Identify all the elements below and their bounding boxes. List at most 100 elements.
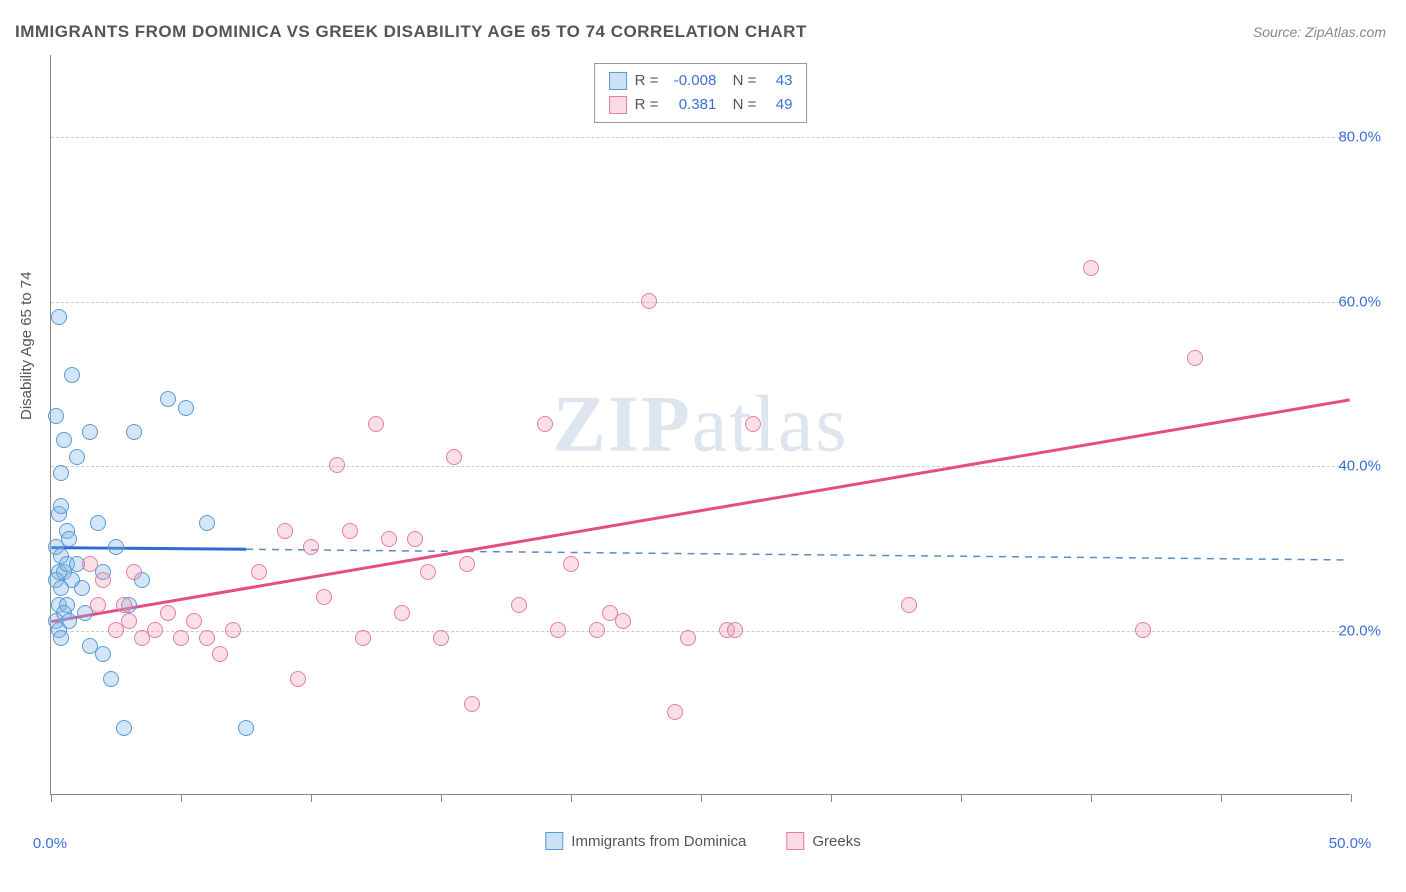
data-point [464,696,480,712]
x-tick [701,794,702,802]
data-point [368,416,384,432]
data-point [1135,622,1151,638]
grid-line [51,137,1350,138]
grid-line [51,631,1350,632]
data-point [1083,260,1099,276]
data-point [433,630,449,646]
data-point [90,597,106,613]
data-point [53,465,69,481]
data-point [316,589,332,605]
grid-line [51,466,1350,467]
n-label: N = [724,69,756,93]
data-point [550,622,566,638]
swatch-blue [545,832,563,850]
legend-row-pink: R = 0.381 N = 49 [609,93,793,117]
data-point [186,613,202,629]
data-point [537,416,553,432]
swatch-blue [609,72,627,90]
y-tick-label: 20.0% [1338,622,1381,639]
y-tick-label: 80.0% [1338,129,1381,146]
data-point [160,605,176,621]
data-point [64,367,80,383]
data-point [615,613,631,629]
data-point [563,556,579,572]
correlation-legend: R = -0.008 N = 43 R = 0.381 N = 49 [594,63,808,123]
x-tick [311,794,312,802]
data-point [121,613,137,629]
swatch-pink [609,96,627,114]
legend-row-blue: R = -0.008 N = 43 [609,69,793,93]
data-point [95,572,111,588]
data-point [116,597,132,613]
y-tick-label: 60.0% [1338,293,1381,310]
data-point [355,630,371,646]
data-point [381,531,397,547]
r-value-blue: -0.008 [666,69,716,93]
r-value-pink: 0.381 [666,93,716,117]
x-tick-label: 0.0% [33,835,67,852]
data-point [82,424,98,440]
data-point [116,720,132,736]
x-tick [1221,794,1222,802]
series-legend: Immigrants from Dominica Greeks [545,832,860,850]
data-point [745,416,761,432]
x-tick [51,794,52,802]
data-point [103,671,119,687]
data-point [511,597,527,613]
data-point [290,671,306,687]
data-point [82,556,98,572]
data-point [178,400,194,416]
data-point [51,309,67,325]
x-tick [441,794,442,802]
grid-line [51,302,1350,303]
data-point [74,580,90,596]
n-value-pink: 49 [764,93,792,117]
data-point [251,564,267,580]
data-point [329,457,345,473]
r-label: R = [635,69,659,93]
data-point [277,523,293,539]
swatch-pink [786,832,804,850]
data-point [446,449,462,465]
x-tick [181,794,182,802]
x-tick [831,794,832,802]
data-point [108,539,124,555]
y-tick-label: 40.0% [1338,458,1381,475]
data-point [69,449,85,465]
legend-label-pink: Greeks [812,833,860,850]
data-point [1187,350,1203,366]
source-attribution: Source: ZipAtlas.com [1253,24,1386,40]
data-point [727,622,743,638]
data-point [173,630,189,646]
data-point [680,630,696,646]
legend-item-pink: Greeks [786,832,860,850]
x-tick [1351,794,1352,802]
data-point [56,432,72,448]
data-point [407,531,423,547]
data-point [420,564,436,580]
data-point [459,556,475,572]
data-point [199,630,215,646]
data-point [667,704,683,720]
data-point [238,720,254,736]
data-point [589,622,605,638]
plot-area: ZIPatlas R = -0.008 N = 43 R = 0.381 N =… [50,55,1350,795]
x-tick-label: 50.0% [1329,835,1372,852]
y-axis-label: Disability Age 65 to 74 [18,272,35,420]
legend-item-blue: Immigrants from Dominica [545,832,746,850]
r-label: R = [635,93,659,117]
n-value-blue: 43 [764,69,792,93]
data-point [53,630,69,646]
data-point [126,564,142,580]
x-tick [961,794,962,802]
legend-label-blue: Immigrants from Dominica [571,833,746,850]
watermark: ZIPatlas [553,379,849,470]
data-point [90,515,106,531]
chart-title: IMMIGRANTS FROM DOMINICA VS GREEK DISABI… [15,22,807,42]
data-point [160,391,176,407]
n-label: N = [724,93,756,117]
data-point [48,408,64,424]
data-point [641,293,657,309]
data-point [342,523,358,539]
data-point [901,597,917,613]
